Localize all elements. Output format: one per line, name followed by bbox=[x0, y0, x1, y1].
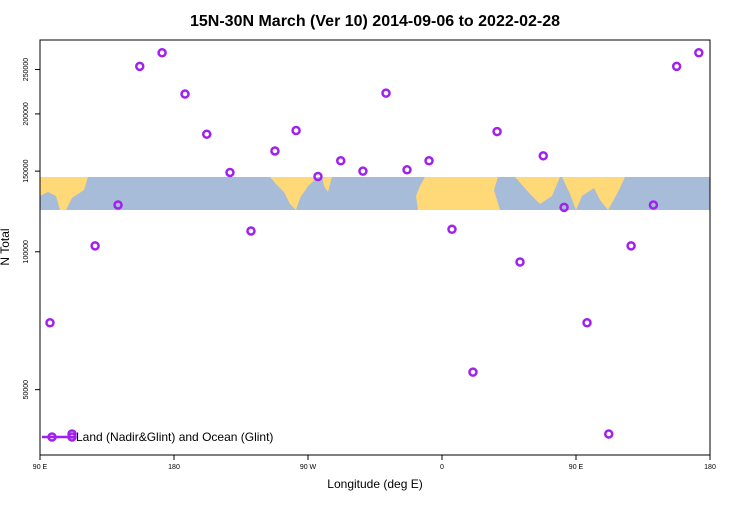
point bbox=[559, 202, 569, 213]
point bbox=[336, 156, 346, 166]
point bbox=[604, 429, 614, 439]
x-tick-label: 180 bbox=[704, 464, 716, 471]
point bbox=[671, 61, 682, 72]
map-band bbox=[40, 177, 710, 210]
point bbox=[45, 317, 55, 328]
point bbox=[246, 226, 256, 236]
x-tick-label: 90 E bbox=[569, 464, 584, 471]
plot-frame bbox=[39, 39, 711, 456]
point bbox=[492, 126, 502, 137]
point bbox=[157, 47, 167, 58]
legend-marker bbox=[67, 432, 77, 442]
y-tick-label: 200000 bbox=[23, 102, 30, 125]
point bbox=[225, 167, 235, 178]
legend-marker bbox=[47, 432, 57, 442]
x-tick-label: 90 W bbox=[300, 464, 317, 471]
point bbox=[694, 47, 704, 58]
y-tick-label: 150000 bbox=[23, 159, 30, 182]
y-tick-label: 50000 bbox=[23, 380, 30, 400]
point bbox=[113, 200, 123, 210]
y-tick-label: 250000 bbox=[23, 58, 30, 81]
point bbox=[402, 165, 412, 175]
x-tick-label: 90 E bbox=[33, 464, 48, 471]
chart-title: 15N-30N March (Ver 10) 2014-09-06 to 202… bbox=[190, 13, 560, 30]
x-tick-label: 180 bbox=[168, 464, 180, 471]
point bbox=[135, 61, 145, 72]
point bbox=[424, 156, 434, 166]
point bbox=[447, 224, 457, 234]
point bbox=[270, 146, 280, 156]
point bbox=[313, 171, 323, 182]
point bbox=[648, 200, 659, 210]
y-axis-label: N Total bbox=[0, 228, 12, 265]
point bbox=[202, 129, 212, 139]
point bbox=[468, 367, 478, 377]
point bbox=[358, 166, 368, 176]
legend-label: Land (Nadir&Glint) and Ocean (Glint) bbox=[76, 430, 273, 444]
point bbox=[538, 151, 548, 161]
point bbox=[582, 317, 592, 328]
point bbox=[180, 89, 190, 99]
point bbox=[90, 241, 100, 251]
y-tick-label: 100000 bbox=[23, 240, 30, 263]
x-tick-label: 0 bbox=[440, 464, 444, 471]
point bbox=[381, 88, 391, 98]
point bbox=[515, 257, 525, 267]
point bbox=[626, 241, 636, 251]
x-axis-label: Longitude (deg E) bbox=[327, 477, 422, 491]
point bbox=[291, 125, 301, 136]
